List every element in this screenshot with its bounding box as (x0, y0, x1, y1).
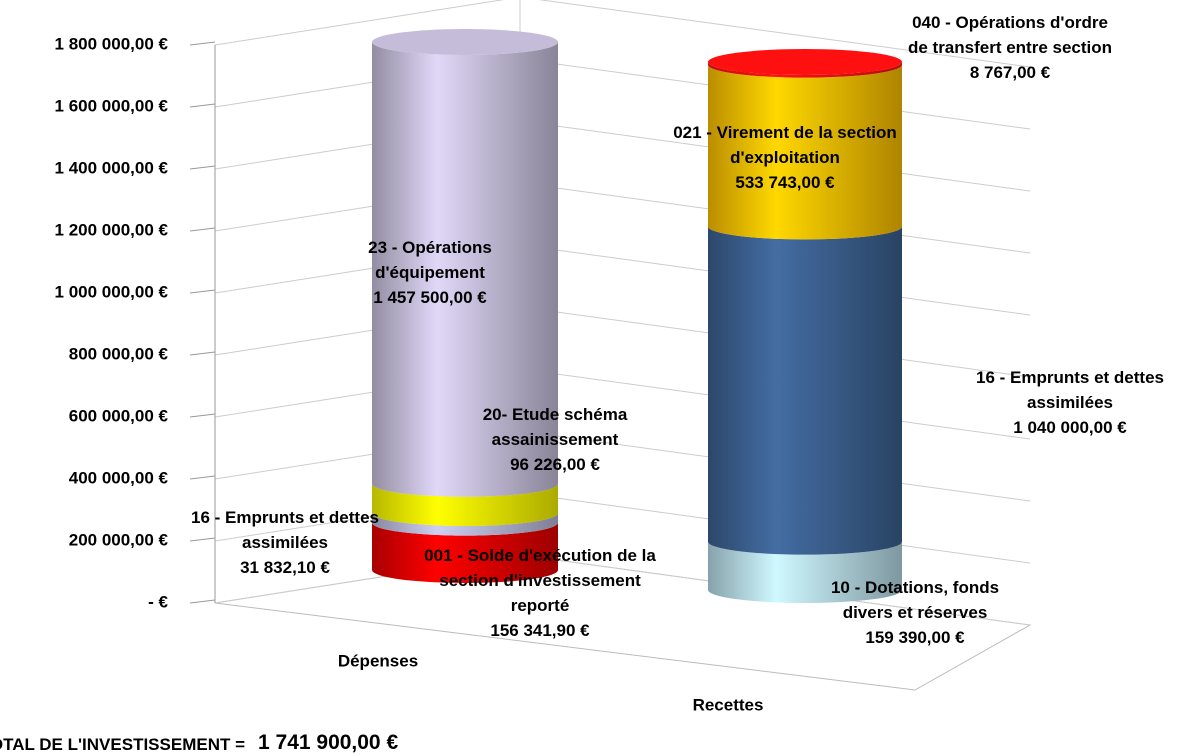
y-tick (189, 537, 216, 542)
series-name: 001 - Solde d'exécution de la section d'… (424, 546, 656, 615)
series-name: 040 - Opérations d'ordre de transfert en… (907, 13, 1113, 57)
value-label: 31 832,10 € (240, 558, 330, 577)
value-label: 533 743,00 € (735, 173, 835, 192)
value-label: 8 767,00 € (969, 63, 1051, 82)
data-label: 10 - Dotations, fonds divers et réserves… (805, 575, 1025, 650)
y-tick (189, 413, 216, 418)
y-tick-label: 400 000,00 € (69, 468, 169, 487)
value-label: 1 040 000,00 € (1013, 418, 1127, 437)
cylinder-segment (372, 512, 558, 536)
cylinder-segment (708, 541, 902, 603)
y-tick-label: 1 800 000,00 € (55, 34, 169, 53)
value-label: 159 390,00 € (865, 628, 965, 647)
y-tick (189, 165, 216, 170)
y-tick (189, 475, 216, 480)
value-label: 96 226,00 € (510, 455, 600, 474)
cylinder-segment (372, 522, 558, 583)
y-tick (189, 599, 216, 604)
y-tick-label: 1 400 000,00 € (55, 158, 169, 177)
y-tick (189, 351, 216, 356)
series-name: 16 - Emprunts et dettes assimilées (976, 368, 1164, 412)
data-label: 20- Etude schéma assainissement 96 226,00… (455, 402, 655, 477)
y-tick (189, 289, 216, 294)
x-tick-label: Dépenses (338, 651, 418, 670)
data-label: 16 - Emprunts et dettes assimilées 1 040 … (960, 365, 1179, 440)
y-tick-label: 1 200 000,00 € (55, 220, 169, 239)
y-tick-label: 200 000,00 € (69, 530, 169, 549)
total-value: 1 741 900,00 € (258, 731, 399, 754)
cylinder-segment (708, 62, 902, 78)
cylinder-segment (708, 226, 902, 555)
y-tick-label: 800 000,00 € (69, 344, 169, 363)
total-label: TOTAL DE L'INVESTISSEMENT = (0, 735, 245, 754)
series-name: 23 - Opérations d'équipement (368, 238, 492, 282)
value-label: 156 341,90 € (490, 621, 590, 640)
cylinder-top (372, 29, 558, 55)
series-name: 021 - Virement de la section d'exploitat… (673, 123, 897, 167)
cylinder-top (708, 49, 902, 75)
grid-line (214, 120, 1031, 192)
y-tick (189, 41, 216, 46)
y-tick-label: 1 000 000,00 € (55, 282, 169, 301)
data-label: 001 - Solde d'exécution de la section d'… (420, 543, 660, 643)
y-tick (189, 103, 216, 108)
cylinder-segment (372, 42, 558, 497)
grid-line (214, 0, 1031, 68)
data-label: 23 - Opérations d'équipement 1 457 500,00… (335, 235, 525, 310)
series-name: 20- Etude schéma assainissement (482, 405, 628, 449)
grid-line (214, 306, 1031, 378)
x-tick-label: Recettes (693, 695, 764, 714)
value-label: 1 457 500,00 € (373, 288, 487, 307)
series-name: 16 - Emprunts et dettes assimilées (191, 508, 379, 552)
series-name: 10 - Dotations, fonds divers et réserves (830, 578, 1000, 622)
data-label: 021 - Virement de la section d'exploitat… (665, 120, 905, 195)
cylinder-segment (372, 483, 558, 526)
y-tick (189, 227, 216, 232)
data-label: 040 - Opérations d'ordre de transfert en… (900, 10, 1120, 85)
cylinder-segment (708, 64, 902, 240)
data-label: 16 - Emprunts et dettes assimilées 31 832… (155, 505, 415, 580)
y-tick-label: - € (148, 592, 168, 611)
y-tick-label: 600 000,00 € (69, 406, 169, 425)
y-tick-label: 1 600 000,00 € (55, 96, 169, 115)
